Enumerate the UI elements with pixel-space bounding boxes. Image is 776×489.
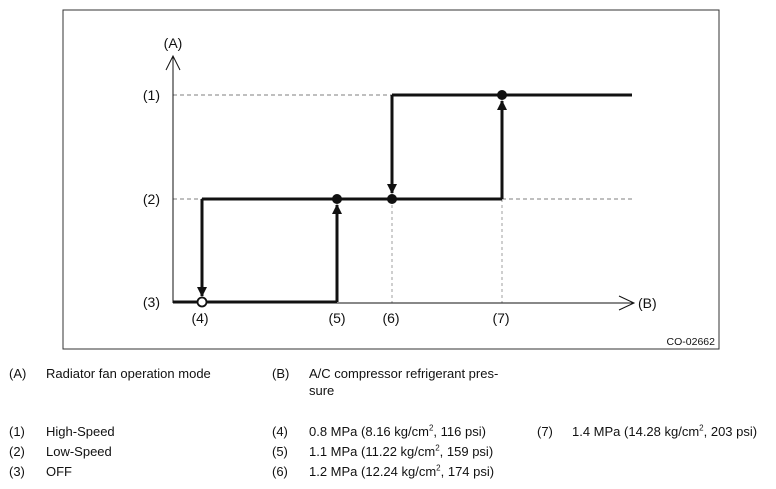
figure-code: CO-02662	[667, 336, 716, 348]
level-label-3: (3)	[143, 294, 160, 310]
legend-5-key: (5)	[272, 444, 288, 459]
legend-3-key: (3)	[9, 464, 25, 479]
legend-1-text: High-Speed	[46, 424, 115, 439]
point-6-dot	[387, 194, 397, 204]
point-7-dot	[497, 90, 507, 100]
legend-7-key: (7)	[537, 424, 553, 439]
point-label-6: (6)	[382, 310, 399, 326]
legend-a-text: Radiator fan operation mode	[46, 366, 211, 381]
legend-6-key: (6)	[272, 464, 288, 479]
legend-b-key: (B)	[272, 366, 290, 381]
legend-3-text: OFF	[46, 464, 72, 479]
legend-1-key: (1)	[9, 424, 25, 439]
point-4-open	[196, 296, 208, 308]
y-axis-label: (A)	[164, 35, 183, 51]
legend-4-text: 0.8 MPa (8.16 kg/cm2, 116 psi)	[309, 423, 486, 439]
legend-7-text: 1.4 MPa (14.28 kg/cm2, 203 psi)	[572, 423, 758, 439]
legend-b-text-1: A/C compressor refrigerant pres-	[309, 366, 499, 381]
diagram-frame	[62, 9, 720, 350]
legend-b-text-2: sure	[309, 383, 335, 398]
level-label-1: (1)	[143, 87, 160, 103]
legend-2-text: Low-Speed	[46, 444, 112, 459]
point-5-dot	[332, 194, 342, 204]
legend-a-key: (A)	[9, 366, 27, 381]
legend-5-text: 1.1 MPa (11.22 kg/cm2, 159 psi)	[309, 443, 494, 459]
point-label-7: (7)	[492, 310, 509, 326]
guide-verticals	[391, 199, 503, 303]
level-label-2: (2)	[143, 191, 160, 207]
operation-lines	[173, 93, 632, 304]
y-axis-arrowhead	[165, 54, 181, 71]
guide-lines	[173, 94, 632, 200]
legend-2-key: (2)	[9, 444, 25, 459]
legend-4-key: (4)	[272, 424, 288, 439]
legend-6-text: 1.2 MPa (12.24 kg/cm2, 174 psi)	[309, 463, 495, 479]
x-axis-arrowhead	[618, 295, 636, 311]
point-label-5: (5)	[328, 310, 345, 326]
point-label-4: (4)	[191, 310, 208, 326]
x-axis-label: (B)	[638, 295, 657, 311]
